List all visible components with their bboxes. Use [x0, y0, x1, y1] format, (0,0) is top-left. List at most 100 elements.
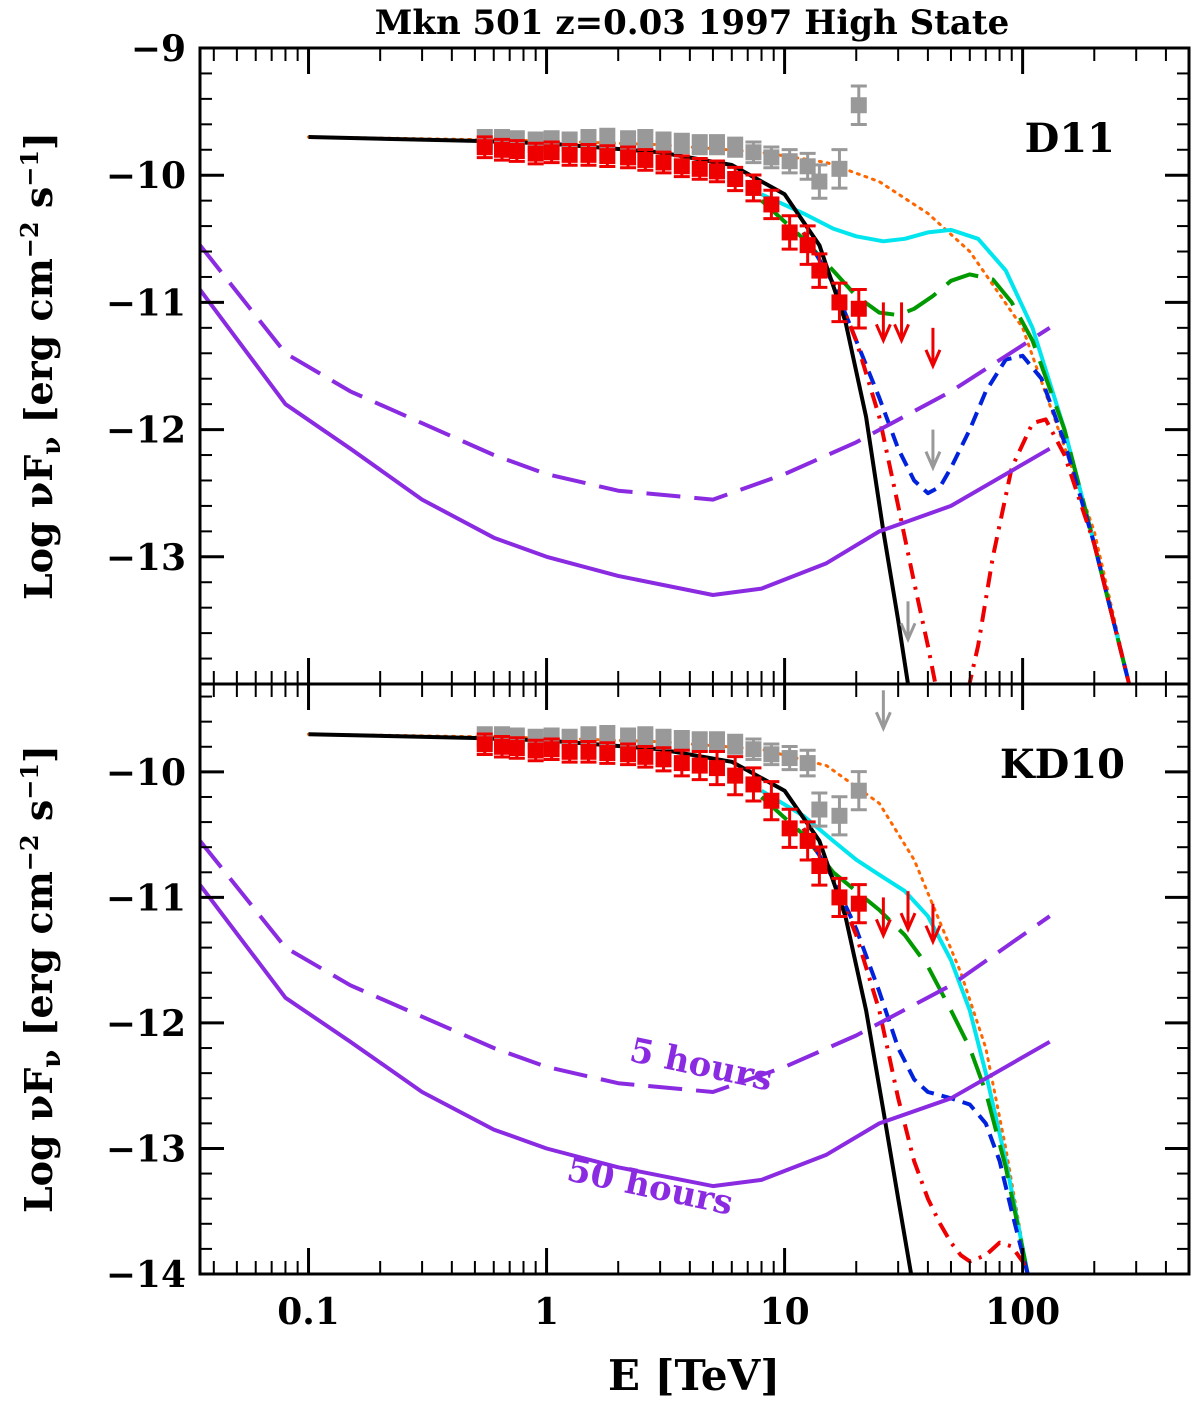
gray-data-point: [637, 128, 654, 151]
gray-data-point: [708, 731, 725, 753]
panel-top: −9 −10 −11 −12 −13 D11: [106, 28, 1191, 686]
red-data-point: [850, 883, 867, 925]
red-data-point: [799, 224, 816, 266]
gray-data-point: [637, 726, 654, 748]
y-axis-label-bottom: Log νFν [erg cm−2 s−1]: [15, 745, 67, 1213]
red-data-point: [727, 165, 744, 193]
red-data-point: [708, 159, 725, 184]
panel-bottom-label: KD10: [1000, 741, 1125, 788]
red-data-point: [543, 737, 560, 762]
red-data-point: [527, 141, 544, 166]
x-tick-label: 100: [985, 1291, 1060, 1333]
red-data-point: [494, 734, 511, 759]
gray-data-point: [691, 134, 708, 156]
upper-limit-arrow: [874, 690, 892, 733]
series-line-1: [760, 788, 1030, 1274]
series-line-7: [200, 883, 1051, 1189]
red-data-point: [673, 154, 690, 179]
panel-top-label: D11: [1025, 115, 1115, 162]
y-tick-label: −14: [106, 1254, 186, 1296]
red-data-point: [637, 148, 654, 172]
series-line-6: [200, 243, 1051, 502]
gray-data-point: [745, 140, 762, 165]
red-data-point: [580, 740, 597, 764]
y-tick-label: −13: [106, 537, 186, 579]
panel-bottom-frame: [198, 682, 1191, 1276]
red-data-point: [655, 746, 672, 773]
series-line-3: [801, 827, 1030, 1274]
red-data-point: [831, 281, 848, 324]
gray-data-point: [763, 742, 780, 767]
red-data-point: [811, 252, 828, 289]
gray-data-point: [673, 132, 690, 154]
red-data-point: [508, 736, 525, 760]
red-data-point: [763, 780, 780, 822]
y-tick-label: −10: [106, 752, 186, 794]
series-line-0: [307, 732, 1030, 1274]
red-data-point: [561, 740, 578, 764]
red-data-point: [599, 144, 616, 168]
series-line-0: [307, 135, 1131, 684]
red-data-point: [745, 766, 762, 803]
red-data-point: [637, 745, 654, 769]
red-data-point: [691, 750, 708, 782]
series-line-7: [200, 288, 1051, 597]
series-line-6: [200, 839, 1051, 1094]
annotation-50-hours: 50 hours: [564, 1150, 737, 1224]
chart-title: Mkn 501 z=0.03 1997 High State: [375, 3, 1009, 43]
gray-data-point: [799, 748, 816, 778]
y-tick-label: −11: [106, 282, 186, 324]
gray-data-point: [708, 134, 725, 156]
red-data-point: [850, 287, 867, 330]
series-line-3: [801, 231, 1132, 684]
gray-data-point: [673, 729, 690, 752]
x-tick-label: 1: [534, 1291, 559, 1333]
red-data-point: [811, 845, 828, 887]
red-data-point: [727, 755, 744, 797]
red-data-point: [691, 156, 708, 181]
red-data-point: [745, 173, 762, 203]
red-data-point: [799, 820, 816, 862]
gray-data-point: [831, 795, 848, 837]
red-data-point: [527, 738, 544, 763]
x-axis-label: E [TeV]: [608, 1351, 780, 1400]
upper-limit-arrow: [893, 302, 910, 345]
red-data-point: [673, 748, 690, 778]
upper-limit-arrow: [874, 302, 892, 345]
series-line-4: [801, 827, 1030, 1274]
red-data-point: [580, 142, 597, 167]
red-data-point: [781, 214, 798, 251]
gray-data-point: [727, 733, 744, 755]
y-tick-label: −13: [106, 1128, 186, 1170]
red-data-point: [476, 135, 493, 160]
y-tick-label: −11: [106, 877, 186, 919]
gray-data-point: [655, 131, 672, 153]
gray-data-point: [620, 727, 637, 749]
gray-data-point: [745, 737, 762, 762]
red-data-point: [599, 741, 616, 765]
gray-data-point: [799, 151, 816, 181]
x-tick-label: 0.1: [277, 1291, 340, 1333]
gray-data-point: [850, 84, 867, 127]
red-data-point: [543, 140, 560, 165]
red-data-point: [763, 188, 780, 221]
x-tick-label: 10: [760, 1291, 810, 1333]
gray-data-point: [850, 770, 867, 812]
gray-data-point: [655, 728, 672, 750]
red-data-point: [508, 139, 525, 163]
upper-limit-arrow: [924, 327, 942, 370]
red-data-point: [781, 807, 798, 849]
red-data-point: [561, 142, 578, 167]
red-data-point: [476, 732, 493, 757]
gray-data-point: [727, 136, 744, 158]
y-axis-label-top: Log νFν [erg cm−2 s−1]: [15, 132, 67, 600]
upper-limit-arrow: [924, 903, 942, 946]
upper-limit-arrow: [874, 897, 892, 940]
gray-data-point: [763, 145, 780, 170]
red-data-point: [708, 750, 725, 787]
gray-data-point: [811, 791, 828, 828]
red-data-point: [620, 145, 637, 170]
y-tick-label: −9: [131, 28, 186, 70]
gray-data-point: [781, 745, 798, 772]
